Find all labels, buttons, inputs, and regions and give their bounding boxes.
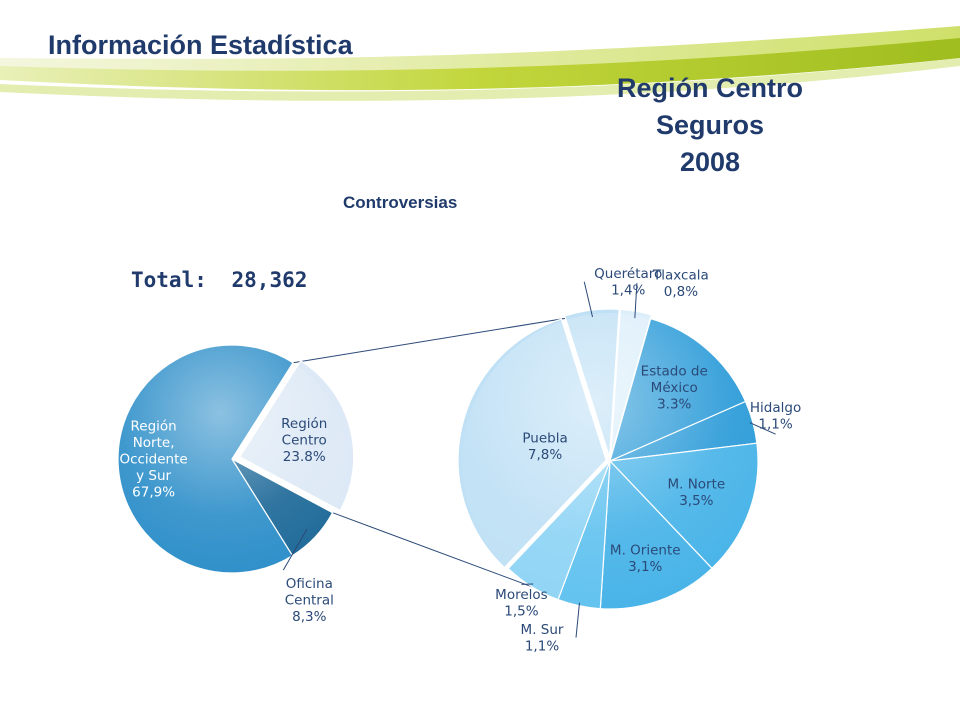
label-oficina-central: Oficina Central 8,3% bbox=[285, 576, 334, 625]
total-label: Total: bbox=[131, 268, 207, 292]
label-oficina-central-line: 8,3% bbox=[292, 609, 326, 625]
label-m-norte-line: M. Norte bbox=[667, 476, 725, 492]
main-title: Región Centro Seguros 2008 bbox=[560, 70, 860, 181]
total-block: Total: 28,362 bbox=[131, 268, 307, 292]
slice-labels: Región Centro 23.8%Oficina Central 8,3%Regió… bbox=[119, 266, 801, 654]
label-region-centro: Región Centro 23.8% bbox=[281, 416, 327, 465]
header-band-bottom bbox=[0, 58, 960, 101]
label-morelos-line: 1,5% bbox=[504, 604, 538, 620]
leader-lines bbox=[282, 281, 776, 638]
label-tlaxcala: Tlaxcala 0,8% bbox=[652, 267, 709, 300]
label-region-norte-occidente-y-sur-line: Norte, bbox=[133, 435, 175, 451]
label-puebla-line: Puebla bbox=[522, 430, 567, 446]
label-tlaxcala-line: 0,8% bbox=[664, 284, 698, 300]
label-m-oriente: M. Oriente 3,1% bbox=[610, 543, 681, 576]
label-hidalgo: Hidalgo 1,1% bbox=[750, 400, 801, 433]
pie-detail-shine bbox=[462, 313, 758, 609]
label-hidalgo-line: Hidalgo bbox=[750, 400, 801, 416]
label-estado-de-mexico-line: México bbox=[651, 380, 698, 396]
total-value: 28,362 bbox=[231, 268, 308, 292]
leader-m-sur bbox=[575, 602, 580, 638]
header-decoration bbox=[0, 26, 960, 101]
label-region-norte-occidente-y-sur-line: y Sur bbox=[136, 468, 171, 484]
label-estado-de-mexico: Estado de México 3.3% bbox=[641, 363, 708, 412]
label-queretaro-line: Querétaro bbox=[594, 266, 662, 282]
label-oficina-central-line: Central bbox=[285, 593, 334, 609]
main-title-line-2: Seguros bbox=[655, 110, 765, 140]
label-region-norte-occidente-y-sur: Región Norte, Occidente y Sur 67,9% bbox=[119, 418, 187, 500]
chart-subtitle: Controversias bbox=[343, 193, 458, 212]
connector-top bbox=[293, 314, 585, 364]
leader-hidalgo bbox=[749, 422, 776, 435]
main-title-line-1: Región Centro bbox=[617, 73, 803, 103]
leader-tlaxcala bbox=[634, 283, 638, 319]
label-m-norte: M. Norte 3,5% bbox=[667, 476, 725, 509]
pie-overview bbox=[117, 344, 355, 574]
label-queretaro-line: 1,4% bbox=[611, 283, 645, 299]
label-tlaxcala-line: Tlaxcala bbox=[652, 267, 709, 283]
leader-queretaro bbox=[583, 281, 594, 318]
header-band bbox=[0, 38, 960, 91]
label-region-centro-line: Centro bbox=[282, 432, 327, 448]
pie-detail bbox=[457, 308, 759, 610]
label-region-centro-line: 23.8% bbox=[283, 449, 326, 465]
label-puebla: Puebla 7,8% bbox=[522, 430, 567, 463]
leader-oficina-central bbox=[282, 528, 308, 571]
label-region-norte-occidente-y-sur-line: Región bbox=[130, 418, 176, 434]
label-queretaro: Querétaro 1,4% bbox=[594, 266, 662, 299]
label-m-oriente-line: M. Oriente bbox=[610, 543, 681, 559]
label-m-sur: M. Sur 1,1% bbox=[521, 622, 564, 655]
label-m-oriente-line: 3,1% bbox=[628, 559, 662, 575]
pie-overview-shine bbox=[118, 345, 346, 573]
label-morelos-line: Morelos bbox=[495, 587, 548, 603]
label-morelos: Morelos 1,5% bbox=[495, 587, 548, 620]
label-estado-de-mexico-line: 3.3% bbox=[657, 396, 691, 412]
label-estado-de-mexico-line: Estado de bbox=[641, 363, 708, 379]
label-region-norte-occidente-y-sur-line: Occidente bbox=[119, 451, 187, 467]
label-m-sur-line: 1,1% bbox=[525, 638, 559, 654]
header-title: Información Estadística bbox=[48, 30, 353, 60]
label-region-norte-occidente-y-sur-line: 67,9% bbox=[132, 484, 175, 500]
label-region-centro-line: Región bbox=[281, 416, 327, 432]
main-title-line-3: 2008 bbox=[679, 147, 741, 177]
label-m-norte-line: 3,5% bbox=[679, 493, 713, 509]
label-m-sur-line: M. Sur bbox=[521, 622, 564, 638]
label-hidalgo-line: 1,1% bbox=[758, 416, 792, 432]
label-oficina-central-line: Oficina bbox=[286, 576, 333, 592]
label-puebla-line: 7,8% bbox=[528, 447, 562, 463]
